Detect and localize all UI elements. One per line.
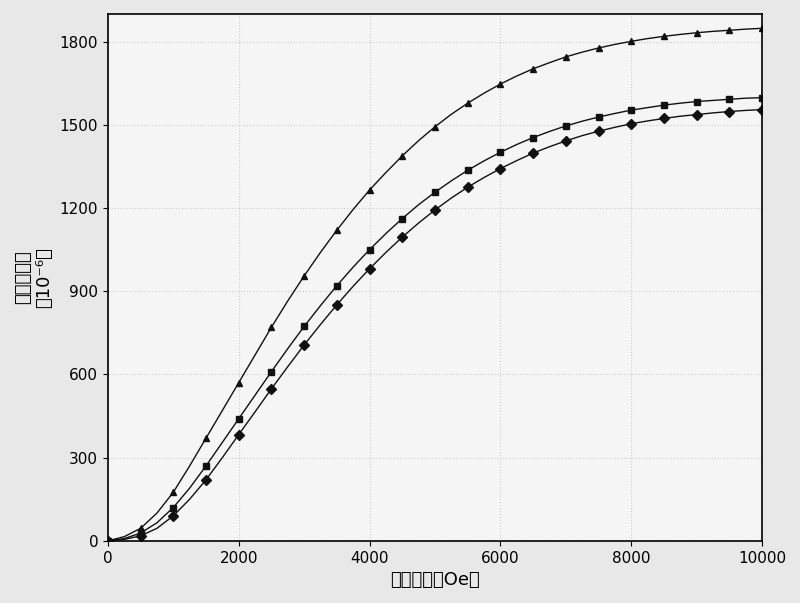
X-axis label: 磁场强度（Oe）: 磁场强度（Oe） [390, 571, 480, 589]
Y-axis label: 磁致伸缩量
（10⁻⁶）: 磁致伸缩量 （10⁻⁶） [14, 247, 53, 308]
